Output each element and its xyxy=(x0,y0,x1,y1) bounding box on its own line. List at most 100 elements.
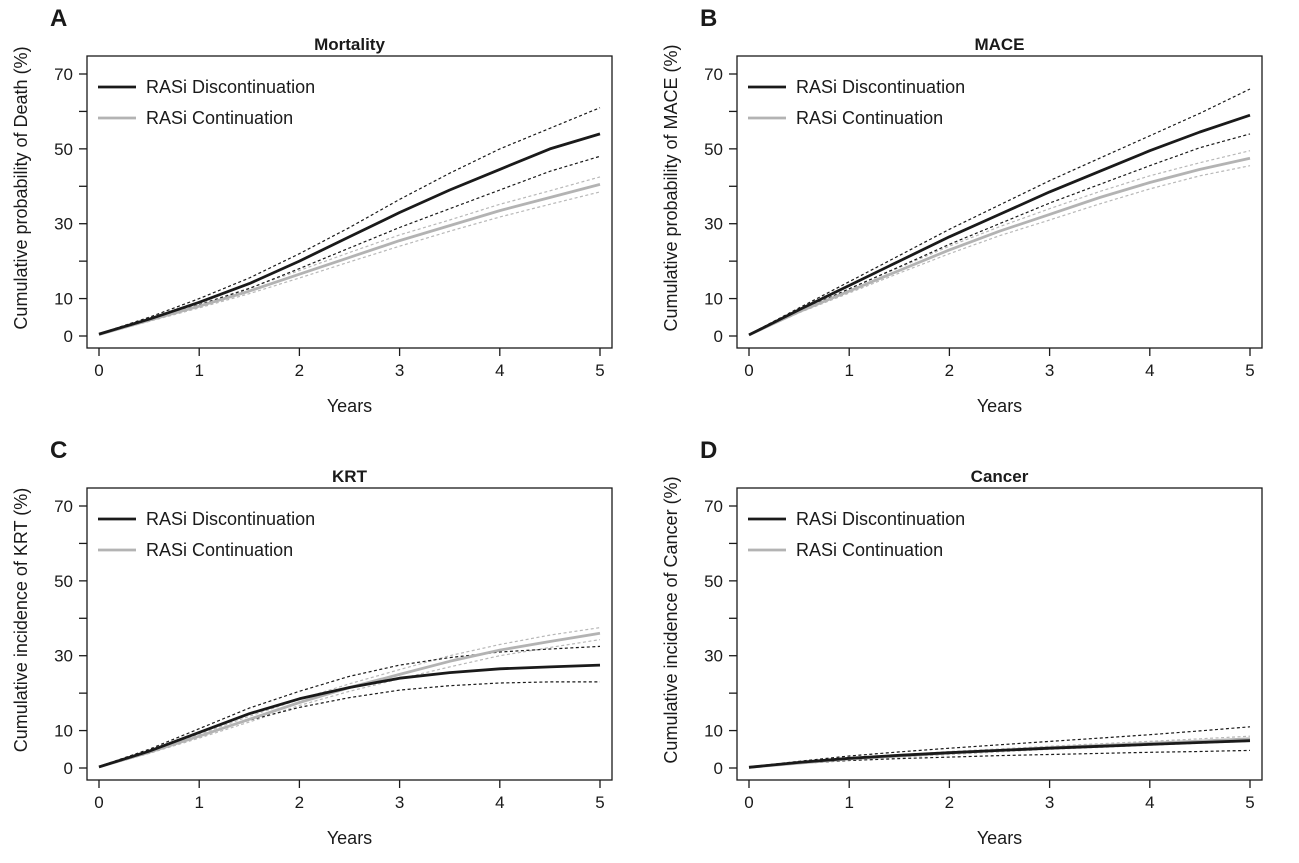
x-tick-label: 1 xyxy=(844,361,853,380)
series-line xyxy=(98,132,601,336)
plot-frame xyxy=(86,55,613,349)
legend-label: RASi Discontinuation xyxy=(146,77,315,97)
x-tick-label: 2 xyxy=(945,793,954,812)
x-axis-label: Years xyxy=(327,396,372,416)
x-tick-label: 2 xyxy=(295,361,304,380)
x-tick-label: 0 xyxy=(94,793,103,812)
y-tick-label: 30 xyxy=(54,647,73,666)
y-axis-label: Cumulative incidence of KRT (%) xyxy=(11,488,31,752)
legend-label: RASi Continuation xyxy=(796,540,943,560)
y-axis-label: Cumulative incidence of Cancer (%) xyxy=(661,476,681,763)
x-tick-label: 1 xyxy=(844,793,853,812)
panel-letter: A xyxy=(50,5,67,32)
legend-label: RASi Discontinuation xyxy=(796,77,965,97)
legend-label: RASi Continuation xyxy=(146,108,293,128)
ci-upper-line xyxy=(98,627,601,768)
y-tick-label: 70 xyxy=(54,65,73,84)
y-axis-label: Cumulative probability of Death (%) xyxy=(11,46,31,329)
y-tick-label: 10 xyxy=(54,290,73,309)
series-line xyxy=(748,113,1251,337)
ci-lower-line xyxy=(748,133,1251,336)
chart-title: MACE xyxy=(974,35,1024,54)
y-tick-label: 10 xyxy=(704,722,723,741)
y-tick-label: 50 xyxy=(54,572,73,591)
ci-upper-line xyxy=(748,150,1251,336)
x-tick-label: 1 xyxy=(194,361,203,380)
x-tick-label: 3 xyxy=(1045,793,1054,812)
panel-letter: B xyxy=(700,5,717,32)
y-tick-label: 0 xyxy=(714,759,723,778)
y-tick-label: 30 xyxy=(54,215,73,234)
series-line xyxy=(98,663,601,769)
x-tick-label: 3 xyxy=(395,361,404,380)
y-tick-label: 30 xyxy=(704,215,723,234)
panel-b: B MACE 0 10 30 50 70 0 1 2 3 4 5 Years Cumulative prob… xyxy=(650,0,1299,431)
x-tick-label: 0 xyxy=(744,361,753,380)
series-line xyxy=(748,156,1251,337)
chart-title: Cancer xyxy=(971,467,1029,486)
x-tick-label: 2 xyxy=(945,361,954,380)
x-tick-label: 4 xyxy=(495,793,504,812)
y-tick-label: 50 xyxy=(704,140,723,159)
x-tick-label: 4 xyxy=(495,361,504,380)
chart-title: KRT xyxy=(332,467,368,486)
series-line xyxy=(98,183,601,336)
x-tick-label: 5 xyxy=(595,361,604,380)
panel-letter: D xyxy=(700,437,717,464)
y-tick-label: 70 xyxy=(704,497,723,516)
y-tick-label: 30 xyxy=(704,647,723,666)
plot-frame xyxy=(736,487,1263,781)
x-tick-label: 1 xyxy=(194,793,203,812)
panel-d: D Cancer 0 10 30 50 70 0 1 2 3 4 5 Years Cumulative in… xyxy=(650,432,1299,863)
x-tick-label: 5 xyxy=(1245,361,1254,380)
y-axis-label: Cumulative probability of MACE (%) xyxy=(661,44,681,331)
y-tick-label: 0 xyxy=(714,327,723,346)
series-line xyxy=(98,631,601,769)
ci-upper-line xyxy=(748,88,1251,336)
legend-label: RASi Continuation xyxy=(796,108,943,128)
panel-a: A Mortality 0 10 30 50 70 0 1 2 3 4 5 Years Cumulative… xyxy=(0,0,649,431)
x-axis-label: Years xyxy=(977,396,1022,416)
x-tick-label: 4 xyxy=(1145,793,1154,812)
ci-lower-line xyxy=(98,155,601,336)
y-tick-label: 50 xyxy=(54,140,73,159)
ci-upper-line xyxy=(748,726,1251,768)
x-tick-label: 0 xyxy=(744,793,753,812)
plot-frame xyxy=(86,487,613,781)
ci-lower-line xyxy=(98,639,601,768)
x-tick-label: 3 xyxy=(1045,361,1054,380)
legend-label: RASi Discontinuation xyxy=(146,509,315,529)
plot-frame xyxy=(736,55,1263,349)
x-tick-label: 5 xyxy=(595,793,604,812)
panel-c: C KRT 0 10 30 50 70 0 1 2 3 4 5 Years Cumulative incid… xyxy=(0,432,649,863)
legend-label: RASi Discontinuation xyxy=(796,509,965,529)
ci-lower-line xyxy=(98,681,600,768)
ci-upper-line xyxy=(98,645,601,768)
y-tick-label: 0 xyxy=(64,327,73,346)
series-line xyxy=(748,739,1251,769)
legend-label: RASi Continuation xyxy=(146,540,293,560)
y-tick-label: 0 xyxy=(64,759,73,778)
chart-c-svg: C KRT 0 10 30 50 70 0 1 2 3 4 5 Years Cumulative incid… xyxy=(11,437,613,848)
y-tick-label: 50 xyxy=(704,572,723,591)
y-tick-label: 70 xyxy=(54,497,73,516)
ci-lower-line xyxy=(748,165,1251,336)
chart-a-svg: A Mortality 0 10 30 50 70 0 1 2 3 4 5 Years Cumulative… xyxy=(11,5,613,416)
chart-b-svg: B MACE 0 10 30 50 70 0 1 2 3 4 5 Years Cumulative prob… xyxy=(661,5,1263,416)
chart-title: Mortality xyxy=(314,35,385,54)
ci-lower-line xyxy=(748,740,1251,769)
chart-d-svg: D Cancer 0 10 30 50 70 0 1 2 3 4 5 Years Cumulative in… xyxy=(661,437,1263,848)
panel-letter: C xyxy=(50,437,67,464)
y-tick-label: 10 xyxy=(704,290,723,309)
y-tick-label: 10 xyxy=(54,722,73,741)
y-tick-label: 70 xyxy=(704,65,723,84)
ci-upper-line xyxy=(98,107,601,335)
ci-lower-line xyxy=(98,191,601,336)
x-tick-label: 2 xyxy=(295,793,304,812)
x-tick-label: 5 xyxy=(1245,793,1254,812)
x-tick-label: 4 xyxy=(1145,361,1154,380)
x-tick-label: 3 xyxy=(395,793,404,812)
x-axis-label: Years xyxy=(977,828,1022,848)
x-tick-label: 0 xyxy=(94,361,103,380)
x-axis-label: Years xyxy=(327,828,372,848)
